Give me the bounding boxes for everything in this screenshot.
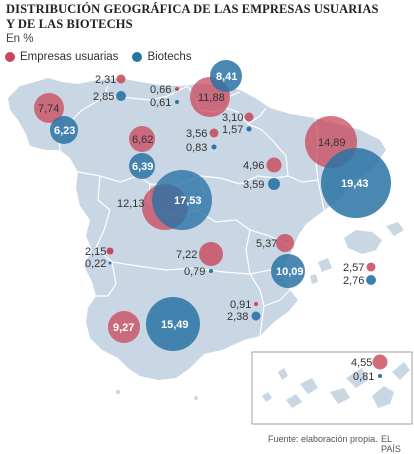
label-usuarias-navarra: 3,10 [222, 112, 243, 124]
balearic-islands [310, 222, 404, 284]
ceuta-melilla [116, 390, 198, 400]
label-biotechs-galicia: 6,23 [54, 125, 75, 137]
label-biotechs-canarias: 0,81 [353, 371, 374, 383]
bubble-biotechs-andalucia [146, 297, 200, 351]
canary-islands [262, 362, 410, 408]
bubble-biotechs-baleares [366, 275, 376, 285]
bubble-biotechs-extremadura [108, 261, 112, 265]
bubble-usuarias-cantabria [175, 87, 179, 91]
bubble-usuarias-la-rioja [209, 128, 219, 138]
label-usuarias-cantabria: 0,66 [150, 84, 171, 96]
chart-title: Distribución geográfica de las empresas … [6, 2, 406, 32]
bubble-biotechs-valenciana [271, 254, 305, 288]
label-biotechs-aragon: 3,59 [243, 179, 264, 191]
bubble-usuarias-asturias [116, 74, 126, 84]
bubble-usuarias-murcia [254, 302, 258, 306]
label-usuarias-galicia: 7,74 [38, 103, 59, 115]
bubble-usuarias-canarias [372, 354, 388, 370]
label-usuarias-valenciana: 5,37 [256, 238, 277, 250]
bubble-biotechs-cantabria [175, 100, 179, 104]
bubble-usuarias-navarra [244, 112, 254, 122]
label-biotechs-asturias: 2,85 [93, 91, 114, 103]
label-usuarias-andalucia: 9,27 [113, 322, 134, 334]
legend-swatch-biotechs [132, 52, 143, 62]
bubble-usuarias-aragon [266, 157, 282, 173]
bubble-biotechs-pais-vasco [210, 60, 242, 92]
label-biotechs-clm: 0,79 [184, 266, 205, 278]
bubble-usuarias-andalucia [108, 311, 140, 343]
canarias-inset-frame [251, 351, 413, 425]
label-biotechs-navarra: 1,57 [222, 124, 243, 136]
label-biotechs-murcia: 2,38 [227, 311, 248, 323]
label-usuarias-pais-vasco: 11,88 [198, 92, 225, 104]
label-usuarias-canarias: 4,55 [351, 357, 372, 369]
label-usuarias-madrid: 12,13 [117, 198, 145, 210]
source-note: Fuente: elaboración propia. [268, 434, 378, 444]
label-usuarias-murcia: 0,91 [230, 299, 251, 311]
label-usuarias-castilla-leon: 6,62 [132, 134, 153, 146]
bubble-biotechs-cataluna [321, 148, 391, 218]
subtitle-units: En % [6, 33, 34, 45]
label-biotechs-la-rioja: 0,83 [186, 142, 207, 154]
legend-swatch-usuarias [5, 52, 15, 62]
title-line-1: Distribución geográfica de las empresas … [6, 2, 379, 16]
legend-label-usuarias: Empresas usuarias [20, 51, 119, 63]
bubble-biotechs-galicia [50, 116, 78, 144]
label-biotechs-castilla-leon: 6,39 [132, 161, 153, 173]
bubble-biotechs-canarias [378, 374, 382, 378]
label-usuarias-la-rioja: 3,56 [186, 128, 207, 140]
label-biotechs-extremadura: 0,22 [85, 258, 106, 270]
legend-label-biotechs: Biotechs [147, 51, 192, 63]
bubble-usuarias-valenciana [276, 234, 294, 252]
label-biotechs-cataluna: 19,43 [341, 178, 369, 190]
bubble-biotechs-la-rioja [211, 144, 217, 150]
bubbles-layer [34, 60, 391, 378]
label-biotechs-valenciana: 10,09 [276, 266, 304, 278]
portugal-landmass [6, 148, 62, 338]
bubble-biotechs-aragon [268, 178, 280, 190]
bubble-usuarias-galicia [34, 93, 64, 123]
label-biotechs-andalucia: 15,49 [161, 319, 189, 331]
label-biotechs-madrid: 17,53 [174, 195, 202, 207]
bubble-usuarias-baleares [366, 262, 376, 272]
bubble-usuarias-clm [199, 242, 223, 266]
bubble-biotechs-murcia [251, 311, 261, 321]
bubble-biotechs-clm [209, 269, 213, 273]
label-usuarias-baleares: 2,57 [343, 262, 364, 274]
bubble-biotechs-castilla-leon [129, 153, 155, 179]
bubble-usuarias-extremadura [106, 247, 114, 255]
credit: EL PAÍS [381, 434, 401, 454]
label-usuarias-extremadura: 2,15 [85, 246, 106, 258]
label-biotechs-baleares: 2,76 [343, 275, 364, 287]
legend: Empresas usuarias Biotechs [5, 51, 206, 63]
label-usuarias-aragon: 4,96 [243, 160, 264, 172]
label-biotechs-pais-vasco: 8,41 [216, 71, 237, 83]
label-usuarias-clm: 7,22 [176, 249, 197, 261]
bubble-biotechs-madrid [152, 170, 212, 230]
value-labels: 7,74 6,23 2,31 2,85 0,66 0,61 11,88 8,41… [38, 71, 374, 383]
bubble-biotechs-asturias [116, 91, 126, 101]
bubble-usuarias-castilla-leon [129, 126, 155, 152]
label-usuarias-asturias: 2,31 [95, 74, 116, 86]
peninsula-landmass [8, 78, 386, 380]
legend-item-biotechs: Biotechs [132, 51, 192, 63]
legend-item-usuarias: Empresas usuarias [5, 51, 118, 63]
label-usuarias-cataluna: 14,89 [318, 137, 346, 149]
label-biotechs-cantabria: 0,61 [150, 97, 171, 109]
bubble-biotechs-navarra [246, 126, 252, 132]
title-line-2: y de las biotechs [6, 17, 133, 31]
